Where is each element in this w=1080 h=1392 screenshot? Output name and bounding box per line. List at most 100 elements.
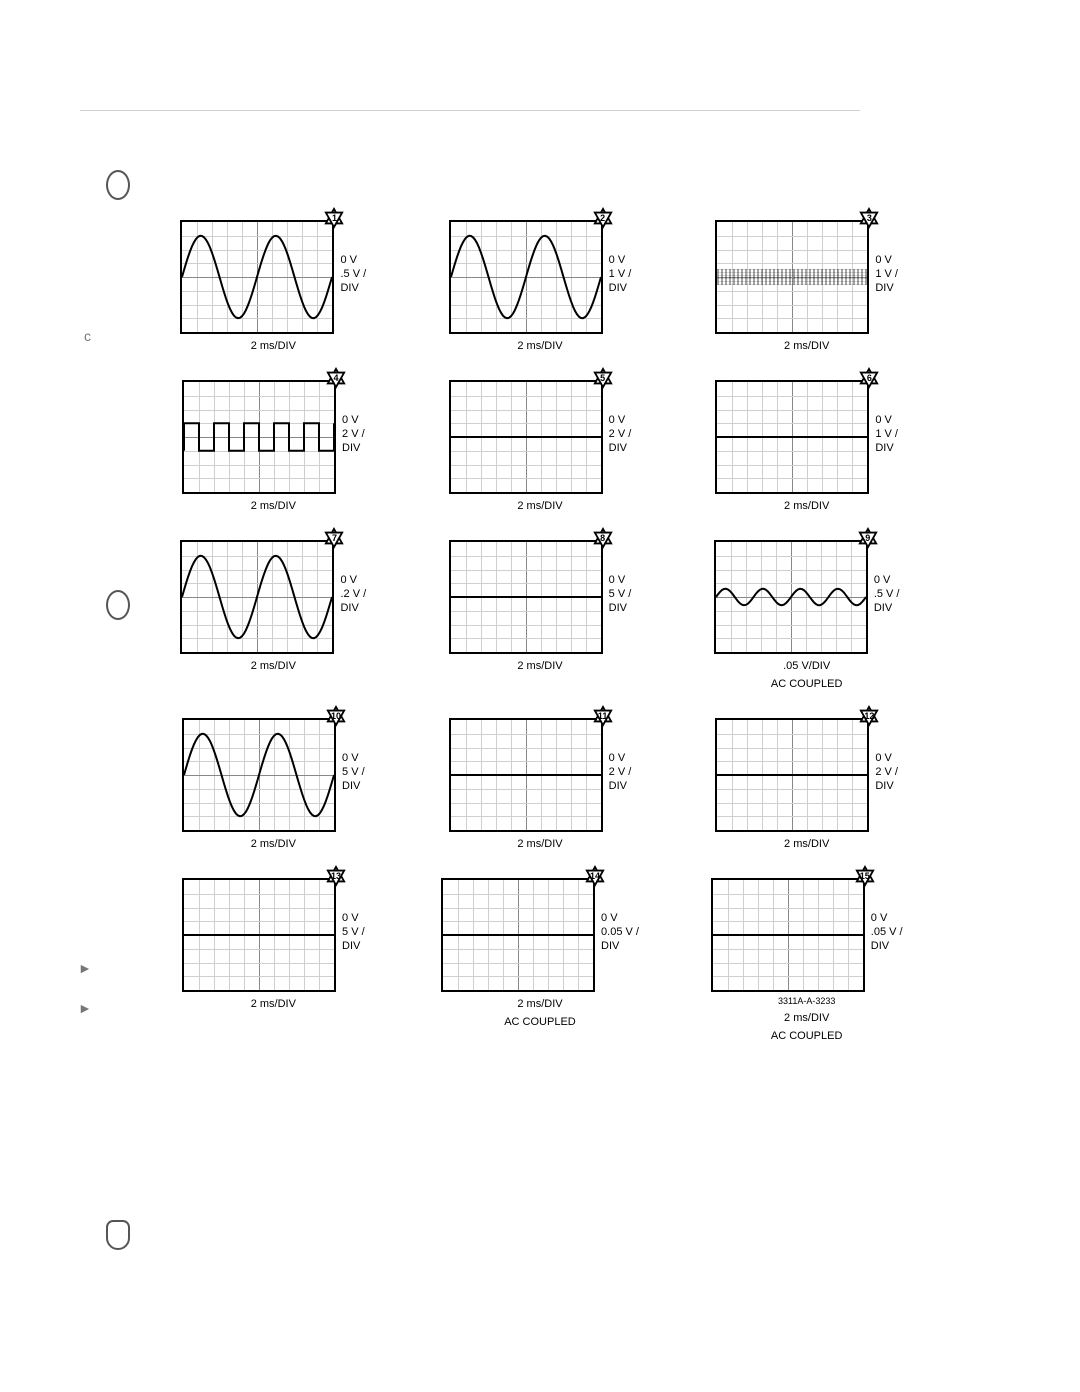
scope-cell: 3 0 V1 V /DIV 2 ms/DIV <box>693 220 920 352</box>
scope-marker-number: 13 <box>331 871 341 881</box>
scope-marker-number: 2 <box>600 213 605 223</box>
scope-wrap: 1 0 V.5 V /DIV <box>180 220 366 334</box>
scope-holder: 12 <box>715 718 869 832</box>
div-label: DIV <box>609 602 632 616</box>
div-label: DIV <box>601 940 639 954</box>
oscilloscope-screen <box>715 380 869 494</box>
scan-stray-mark: c <box>84 328 91 344</box>
gridline <box>717 305 867 306</box>
scope-holder: 9 <box>714 540 868 654</box>
div-label: DIV <box>609 282 632 296</box>
scope-marker-icon: 12 <box>859 706 879 726</box>
div-label: DIV <box>340 282 366 296</box>
scope-marker-number: 3 <box>867 213 872 223</box>
punch-hole-icon <box>106 1220 130 1250</box>
x-axis-label: 2 ms/DIV <box>251 500 296 512</box>
scope-marker-number: 1 <box>332 213 337 223</box>
ref-label: 0 V <box>340 254 366 268</box>
scope-trace <box>184 880 334 990</box>
scope-marker-icon: 8 <box>593 528 613 548</box>
scope-side-labels: 0 V2 V /DIV <box>875 718 898 828</box>
scope-marker-number: 7 <box>332 533 337 543</box>
scan-artifact-top-line <box>80 110 860 111</box>
ref-label: 0 V <box>342 912 365 926</box>
gridline <box>717 291 867 292</box>
scope-cell: 70 V.2 V /DIV2 ms/DIV <box>160 540 387 690</box>
vdiv-label: 1 V / <box>875 268 898 282</box>
coupling-label: AC COUPLED <box>771 1030 843 1042</box>
gridline <box>717 250 867 251</box>
scope-trace <box>451 222 601 332</box>
oscilloscope-screen <box>182 380 336 494</box>
oscilloscope-screen <box>715 220 869 334</box>
scope-cell: 110 V2 V /DIV2 ms/DIV <box>427 718 654 850</box>
gridline <box>717 318 867 319</box>
scope-wrap: 80 V5 V /DIV <box>449 540 632 654</box>
vdiv-label: 5 V / <box>342 766 365 780</box>
scope-marker-icon: 15 <box>855 866 875 886</box>
scope-marker-number: 12 <box>864 711 874 721</box>
scope-holder: 4 <box>182 380 336 494</box>
vdiv-label: 5 V / <box>342 926 365 940</box>
ref-label: 0 V <box>875 414 898 428</box>
scope-wrap: 100 V5 V /DIV <box>182 718 365 832</box>
x-axis-label: 2 ms/DIV <box>251 998 296 1010</box>
x-axis-label: 2 ms/DIV <box>251 340 296 352</box>
scope-marker-icon: 13 <box>326 866 346 886</box>
ref-label: 0 V <box>601 912 639 926</box>
scope-cell: 13 0 V5 V /DIV 2 ms/DIV <box>160 878 387 1042</box>
ref-label: 0 V <box>871 912 903 926</box>
scope-side-labels: 0 V.5 V /DIV <box>874 540 900 650</box>
scope-side-labels: 0 V2 V /DIV <box>609 380 632 490</box>
scope-wrap: 3 0 V1 V /DIV <box>715 220 898 334</box>
vdiv-label: 2 V / <box>609 766 632 780</box>
scope-holder: 1 <box>180 220 334 334</box>
scope-holder: 8 <box>449 540 603 654</box>
scope-trace <box>716 542 866 652</box>
scope-wrap: 140 V0.05 V /DIV <box>441 878 639 992</box>
scope-side-labels: 0 V1 V /DIV <box>875 220 898 330</box>
oscilloscope-screen <box>180 540 334 654</box>
scope-trace <box>451 382 601 492</box>
scope-side-labels: 0 V5 V /DIV <box>342 878 365 988</box>
scope-marker-number: 8 <box>600 533 605 543</box>
scope-holder: 3 <box>715 220 869 334</box>
scope-wrap: 4 0 V2 V /DIV <box>182 380 365 494</box>
ref-label: 0 V <box>609 752 632 766</box>
x-axis-label: 2 ms/DIV <box>784 340 829 352</box>
vdiv-label: .5 V / <box>340 268 366 282</box>
scope-side-labels: 0 V0.05 V /DIV <box>601 878 639 988</box>
coupling-label: AC COUPLED <box>771 678 843 690</box>
scope-cell: 90 V.5 V /DIV .05 V/DIV AC COUPLED <box>693 540 920 690</box>
gridline <box>717 263 867 264</box>
scope-cell: 1 0 V.5 V /DIV 2 ms/DIV <box>160 220 387 352</box>
scope-trace <box>182 542 332 652</box>
scope-side-labels: 0 V5 V /DIV <box>342 718 365 828</box>
div-label: DIV <box>875 442 898 456</box>
scope-trace <box>184 720 334 830</box>
scope-marker-icon: 11 <box>593 706 613 726</box>
oscilloscope-screen <box>182 878 336 992</box>
scope-side-labels: 0 V1 V /DIV <box>875 380 898 490</box>
scope-marker-number: 6 <box>867 373 872 383</box>
x-axis-label: 2 ms/DIV <box>251 838 296 850</box>
oscilloscope-screen <box>715 718 869 832</box>
scope-marker-icon: 6 <box>859 368 879 388</box>
scope-marker-number: 15 <box>860 871 870 881</box>
scope-wrap: 13 0 V5 V /DIV <box>182 878 365 992</box>
x-axis-label: 2 ms/DIV <box>517 660 562 672</box>
div-label: DIV <box>342 940 365 954</box>
scope-trace <box>713 880 863 990</box>
scope-trace <box>182 222 332 332</box>
vdiv-label: .05 V / <box>871 926 903 940</box>
scope-holder: 7 <box>180 540 334 654</box>
oscilloscope-screen <box>182 718 336 832</box>
scope-wrap: 110 V2 V /DIV <box>449 718 632 832</box>
scope-side-labels: 0 V2 V /DIV <box>342 380 365 490</box>
vdiv-label: 1 V / <box>875 428 898 442</box>
scope-holder: 15 <box>711 878 865 992</box>
scope-holder: 13 <box>182 878 336 992</box>
x-axis-label: .05 V/DIV <box>783 660 830 672</box>
scope-grid: 10 V.5 V /DIV2 ms/DIV20 V1 V /DIV2 ms/DI… <box>160 220 920 1042</box>
scope-cell: 100 V5 V /DIV 2 ms/DIV <box>160 718 387 850</box>
